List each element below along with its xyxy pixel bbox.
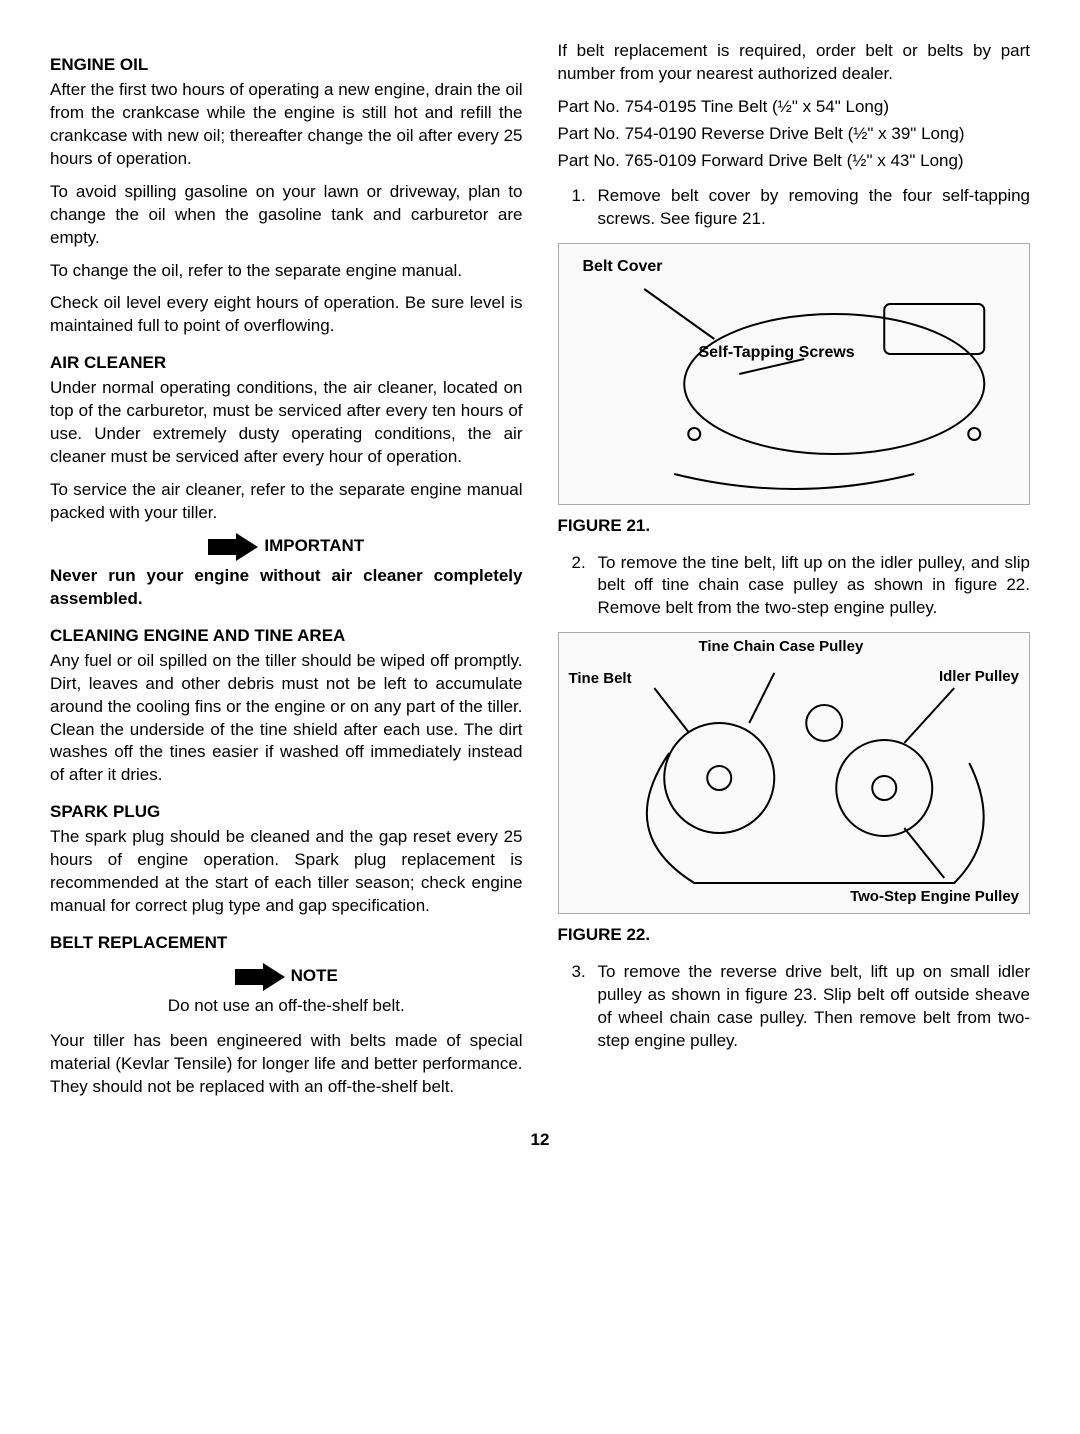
- heading-engine-oil: ENGINE OIL: [50, 54, 523, 77]
- heading-air-cleaner: AIR CLEANER: [50, 352, 523, 375]
- figure-label: Tine Chain Case Pulley: [699, 638, 864, 655]
- figure-caption: FIGURE 21.: [558, 515, 1031, 538]
- callout-label: IMPORTANT: [264, 535, 364, 558]
- step-text: To remove the tine belt, lift up on the …: [598, 552, 1031, 621]
- figure-label: Two-Step Engine Pulley: [850, 888, 1019, 905]
- paragraph: After the first two hours of operating a…: [50, 79, 523, 171]
- step-text: To remove the reverse drive belt, lift u…: [598, 961, 1031, 1053]
- paragraph: Your tiller has been engineered with bel…: [50, 1030, 523, 1099]
- note-text: Do not use an off-the-shelf belt.: [50, 995, 523, 1018]
- heading-cleaning: CLEANING ENGINE AND TINE AREA: [50, 625, 523, 648]
- step-text: Remove belt cover by removing the four s…: [598, 185, 1031, 231]
- paragraph: To avoid spilling gasoline on your lawn …: [50, 181, 523, 250]
- figure-22-illustration: Tine Chain Case Pulley Tine Belt Idler P…: [558, 632, 1031, 914]
- step-number: 1.: [572, 185, 598, 231]
- part-number: Part No. 754-0195 Tine Belt (½" x 54" Lo…: [558, 96, 1031, 119]
- figure-caption: FIGURE 22.: [558, 924, 1031, 947]
- step-number: 3.: [572, 961, 598, 1053]
- figure-21-illustration: Belt Cover Self-Tapping Screws: [558, 243, 1031, 505]
- arrow-icon: [208, 535, 258, 559]
- paragraph: To service the air cleaner, refer to the…: [50, 479, 523, 525]
- warning-text: Never run your engine without air cleane…: [50, 565, 523, 611]
- paragraph: Any fuel or oil spilled on the tiller sh…: [50, 650, 523, 788]
- page-number: 12: [50, 1129, 1030, 1152]
- figure-label: Self-Tapping Screws: [699, 344, 855, 361]
- figure-label: Idler Pulley: [939, 668, 1019, 685]
- figure-label: Belt Cover: [583, 258, 663, 275]
- callout-important: IMPORTANT: [50, 535, 523, 559]
- part-number: Part No. 754-0190 Reverse Drive Belt (½"…: [558, 123, 1031, 146]
- paragraph: Check oil level every eight hours of ope…: [50, 292, 523, 338]
- arrow-icon: [235, 965, 285, 989]
- step-number: 2.: [572, 552, 598, 621]
- heading-belt-replacement: BELT REPLACEMENT: [50, 932, 523, 955]
- callout-note: NOTE: [50, 965, 523, 989]
- callout-label: NOTE: [291, 965, 338, 988]
- paragraph: To change the oil, refer to the separate…: [50, 260, 523, 283]
- figure-label: Tine Belt: [569, 670, 632, 687]
- paragraph: If belt replacement is required, order b…: [558, 40, 1031, 86]
- part-number: Part No. 765-0109 Forward Drive Belt (½"…: [558, 150, 1031, 173]
- diagram-svg: [559, 244, 1030, 504]
- paragraph: The spark plug should be cleaned and the…: [50, 826, 523, 918]
- paragraph: Under normal operating conditions, the a…: [50, 377, 523, 469]
- heading-spark-plug: SPARK PLUG: [50, 801, 523, 824]
